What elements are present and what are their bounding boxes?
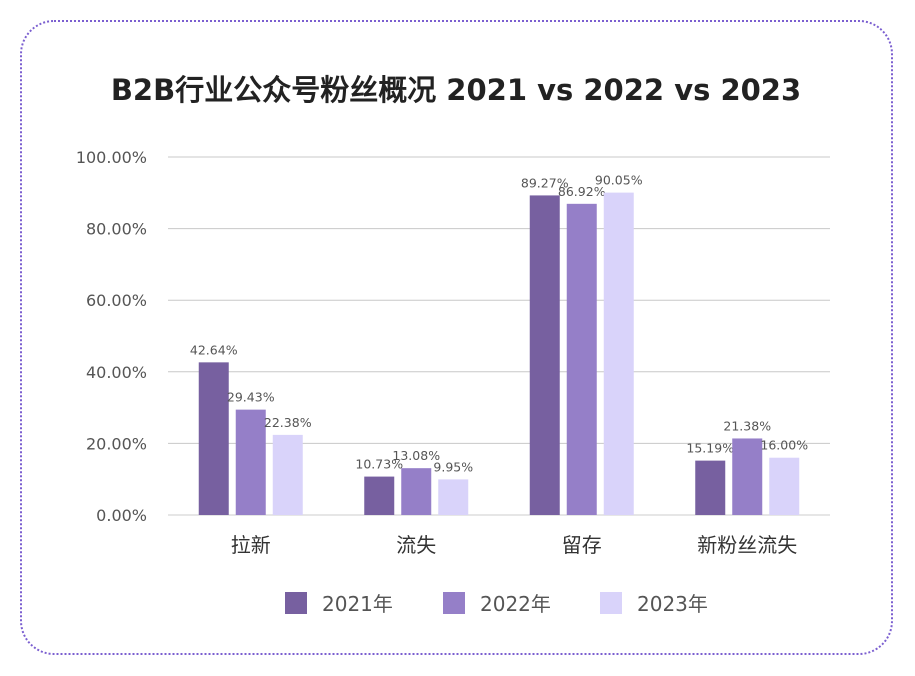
data-label: 9.95% xyxy=(433,459,473,474)
data-label: 13.08% xyxy=(392,448,440,463)
bar xyxy=(769,457,800,515)
bar xyxy=(364,476,395,515)
data-label: 86.92% xyxy=(558,184,606,199)
x-tick-label: 流失 xyxy=(396,533,436,557)
legend-label: 2023年 xyxy=(637,592,708,616)
legend-swatch xyxy=(443,592,465,614)
bar xyxy=(198,362,229,515)
chart-frame xyxy=(20,20,893,655)
bar xyxy=(695,460,726,515)
x-tick-label: 拉新 xyxy=(231,533,271,557)
legend-label: 2021年 xyxy=(322,592,393,616)
bar xyxy=(401,468,432,515)
data-label: 15.19% xyxy=(686,441,734,456)
legend-label: 2022年 xyxy=(480,592,551,616)
bar xyxy=(272,434,303,515)
chart-title: B2B行业公众号粉丝概况 2021 vs 2022 vs 2023 xyxy=(111,73,801,107)
data-label: 89.27% xyxy=(521,175,569,190)
y-tick-label: 0.00% xyxy=(96,506,147,525)
y-tick-label: 40.00% xyxy=(86,363,147,382)
bar xyxy=(438,479,469,515)
data-label: 90.05% xyxy=(595,173,643,188)
data-label: 29.43% xyxy=(227,390,275,405)
bar xyxy=(529,195,560,516)
y-tick-label: 60.00% xyxy=(86,291,147,310)
x-tick-label: 新粉丝流失 xyxy=(697,533,797,557)
legend-swatch xyxy=(285,592,307,614)
legend-swatch xyxy=(600,592,622,614)
x-tick-label: 留存 xyxy=(562,533,602,557)
data-label: 10.73% xyxy=(355,457,403,472)
data-label: 22.38% xyxy=(264,415,312,430)
data-label: 42.64% xyxy=(190,342,238,357)
data-label: 21.38% xyxy=(723,418,771,433)
data-label: 16.00% xyxy=(760,438,808,453)
y-tick-label: 20.00% xyxy=(86,434,147,453)
bar xyxy=(603,192,634,515)
bar xyxy=(566,203,597,515)
bar xyxy=(235,409,266,515)
bar xyxy=(732,438,763,515)
y-tick-label: 80.00% xyxy=(86,220,147,239)
y-tick-label: 100.00% xyxy=(76,148,147,167)
